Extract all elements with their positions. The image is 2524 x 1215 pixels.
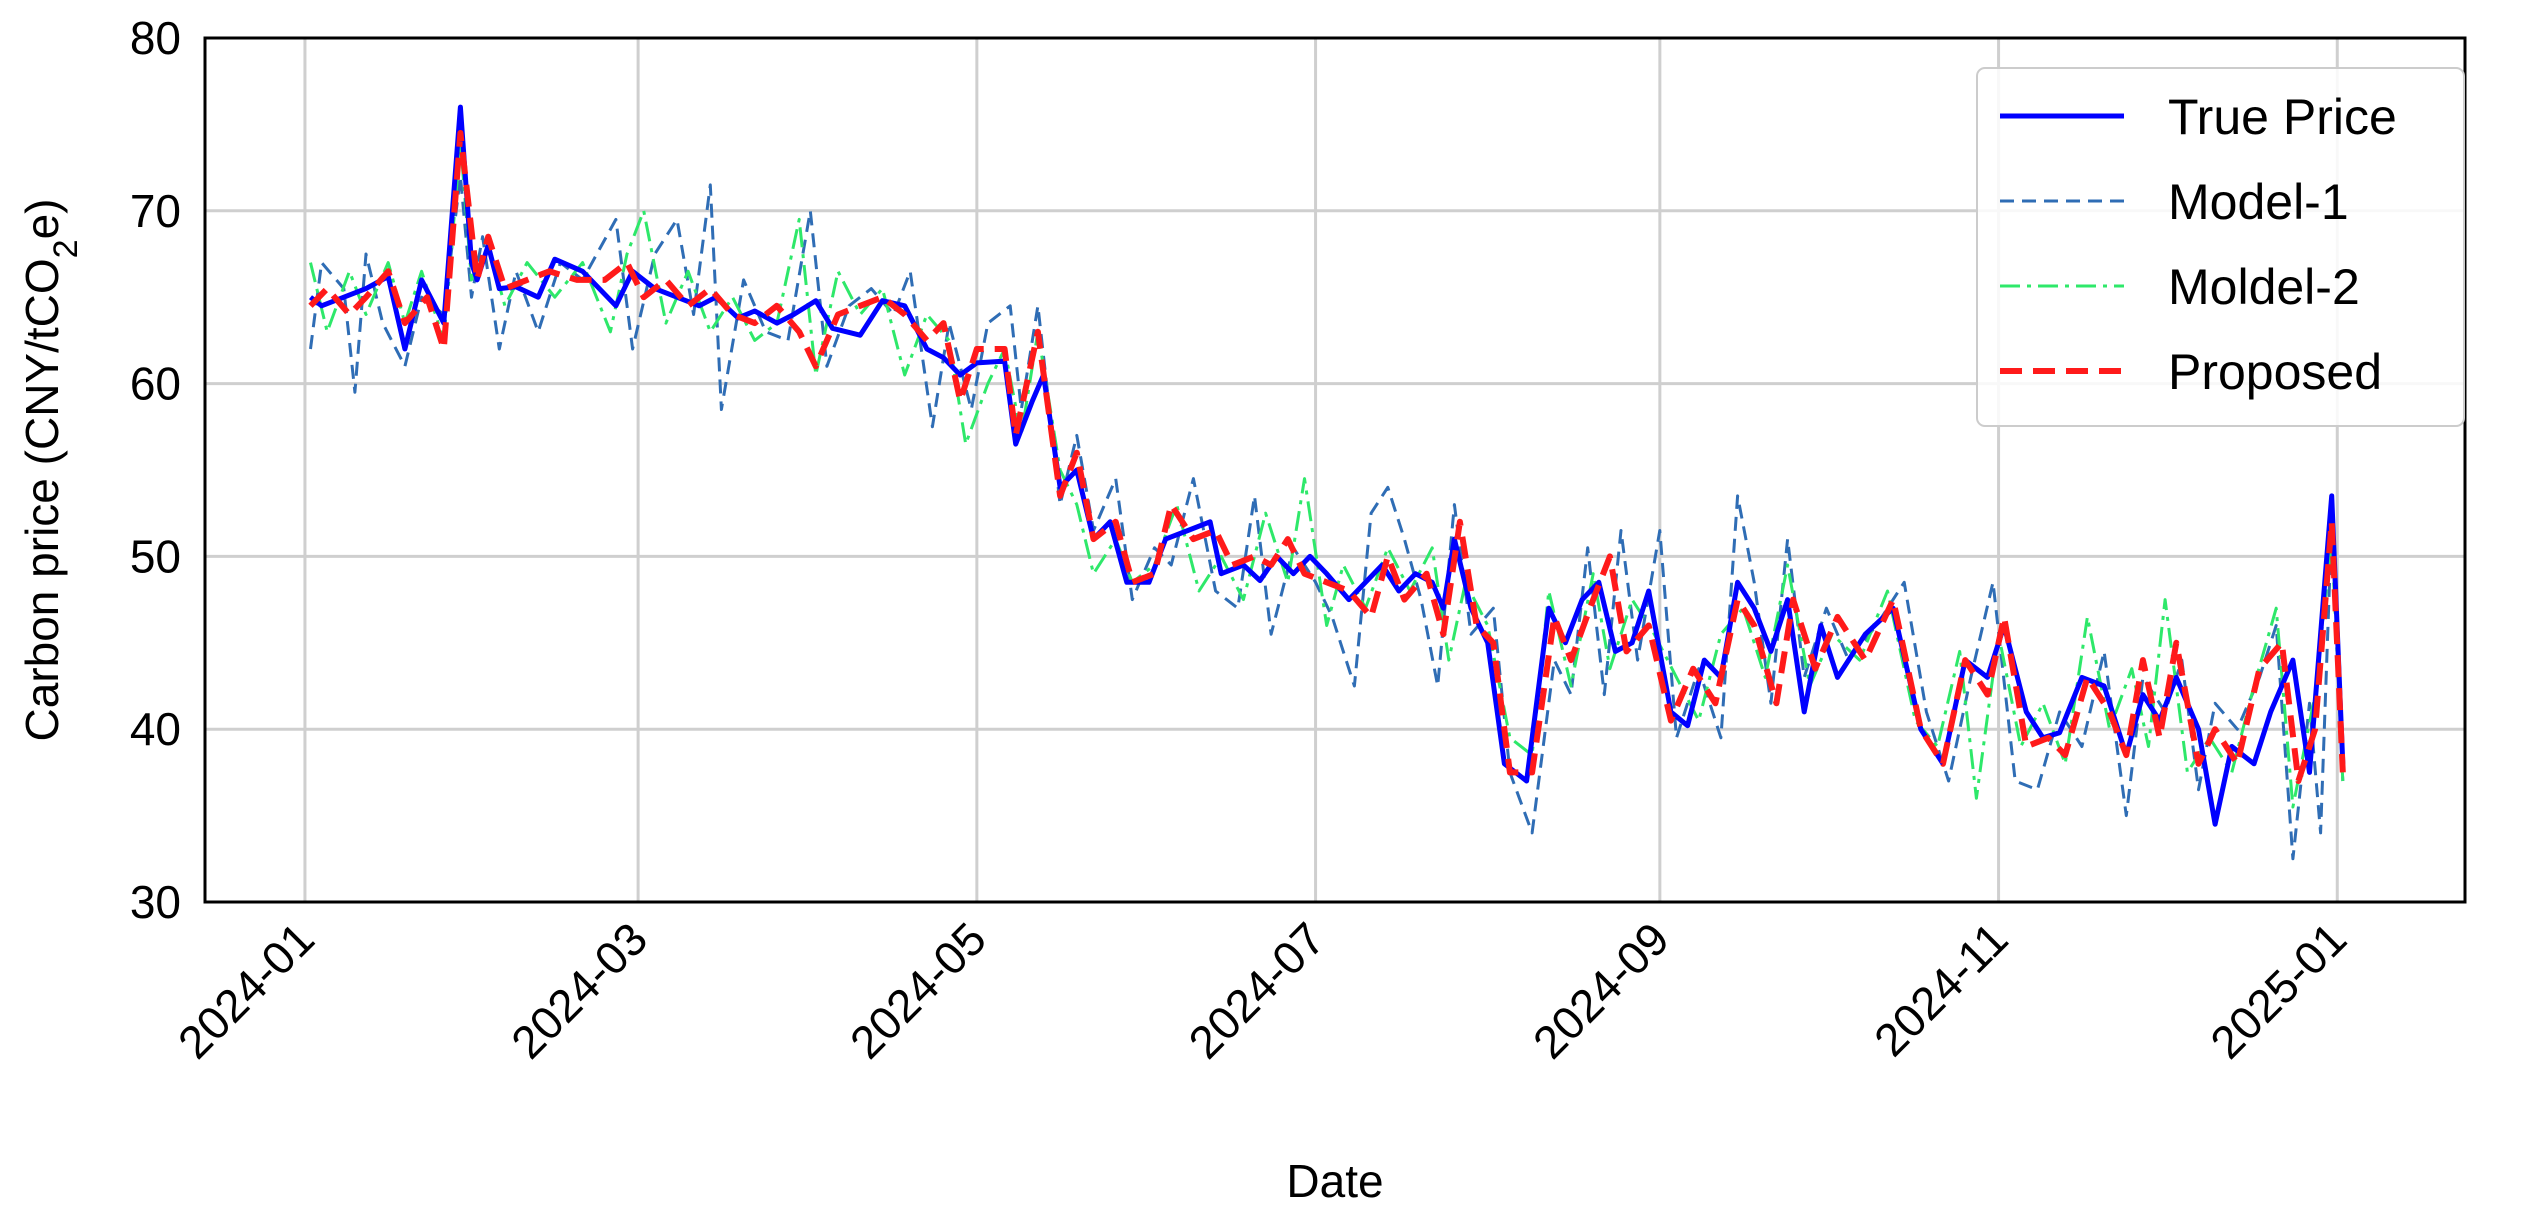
y-axis-label-main: Carbon price (CNY/tCO bbox=[16, 258, 68, 741]
legend: True Price Model-1 Moldel-2 Proposed bbox=[1976, 67, 2465, 427]
x-tick-label: 2024-07 bbox=[1178, 912, 1334, 1068]
series-line-proposed bbox=[308, 130, 2346, 784]
x-tick-label: 2024-11 bbox=[1864, 912, 2018, 1066]
legend-label: Moldel-2 bbox=[2168, 259, 2360, 315]
y-axis-label-end: e) bbox=[16, 199, 68, 240]
y-tick-label: 40 bbox=[130, 703, 181, 755]
plot-frame bbox=[203, 36, 2467, 904]
legend-label: Model-1 bbox=[2168, 174, 2349, 230]
legend-label: Proposed bbox=[2168, 344, 2382, 400]
x-tick-label: 2024-09 bbox=[1523, 912, 1679, 1068]
y-tick-label: 50 bbox=[130, 530, 181, 582]
series-line-moldel-2 bbox=[309, 140, 2345, 809]
legend-box bbox=[1976, 67, 2465, 427]
series-line-model-1 bbox=[309, 174, 2345, 861]
legend-label: True Price bbox=[2168, 89, 2397, 145]
y-axis-label-subscript: 2 bbox=[47, 239, 85, 258]
x-tick-label: 2024-01 bbox=[168, 912, 324, 1068]
x-axis-label: Date bbox=[1286, 1155, 1383, 1207]
x-tick-label: 2024-03 bbox=[501, 912, 657, 1068]
y-tick-label: 30 bbox=[130, 876, 181, 928]
y-axis-label: Carbon price (CNY/tCO2e) bbox=[16, 199, 85, 742]
y-tick-label: 70 bbox=[130, 185, 181, 237]
y-tick-label: 80 bbox=[130, 12, 181, 64]
x-tick-label: 2025-01 bbox=[2200, 912, 2356, 1068]
series-lines bbox=[308, 104, 2346, 861]
x-tick-label: 2024-05 bbox=[840, 912, 996, 1068]
y-tick-label: 60 bbox=[130, 358, 181, 410]
